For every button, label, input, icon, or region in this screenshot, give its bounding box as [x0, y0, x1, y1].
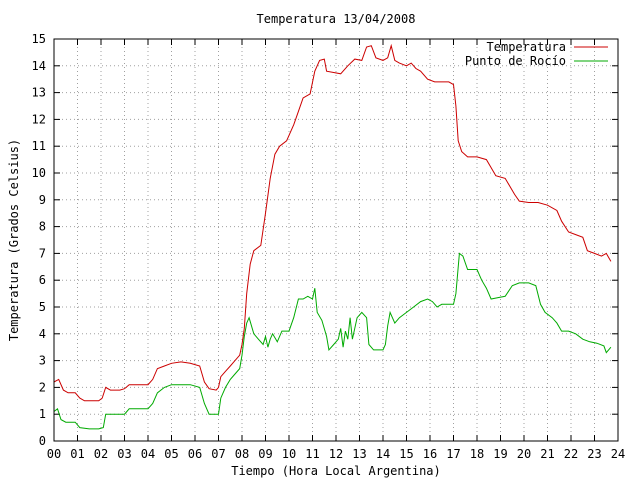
- x-tick-label: 13: [352, 447, 366, 461]
- y-tick-label: 14: [32, 59, 46, 73]
- y-tick-label: 13: [32, 86, 46, 100]
- x-tick-label: 12: [329, 447, 343, 461]
- y-tick-label: 0: [39, 434, 46, 448]
- x-tick-label: 11: [305, 447, 319, 461]
- x-tick-label: 06: [188, 447, 202, 461]
- x-tick-label: 21: [540, 447, 554, 461]
- x-tick-label: 04: [141, 447, 155, 461]
- chart-title: Temperatura 13/04/2008: [257, 12, 416, 26]
- x-tick-label: 14: [376, 447, 390, 461]
- x-tick-label: 03: [117, 447, 131, 461]
- grid-lines: [54, 39, 618, 441]
- x-tick-label: 16: [423, 447, 437, 461]
- x-tick-label: 01: [70, 447, 84, 461]
- x-tick-label: 09: [258, 447, 272, 461]
- series-line-temperatura: [53, 43, 612, 402]
- x-tick-label: 19: [493, 447, 507, 461]
- x-tick-label: 08: [235, 447, 249, 461]
- y-tick-label: 8: [39, 220, 46, 234]
- y-tick-label: 11: [32, 139, 46, 153]
- x-tick-label: 22: [564, 447, 578, 461]
- x-tick-label: 10: [282, 447, 296, 461]
- y-tick-label: 5: [39, 300, 46, 314]
- y-tick-label: 6: [39, 273, 46, 287]
- x-tick-label: 00: [47, 447, 61, 461]
- y-tick-label: 4: [39, 327, 46, 341]
- x-tick-label: 07: [211, 447, 225, 461]
- y-tick-label: 10: [32, 166, 46, 180]
- x-tick-label: 20: [517, 447, 531, 461]
- y-tick-label: 7: [39, 246, 46, 260]
- x-tick-label: 05: [164, 447, 178, 461]
- y-tick-label: 9: [39, 193, 46, 207]
- y-tick-label: 15: [32, 32, 46, 46]
- y-tick-label: 3: [39, 354, 46, 368]
- x-tick-label: 18: [470, 447, 484, 461]
- y-tick-label: 2: [39, 380, 46, 394]
- series-lines: [53, 43, 612, 430]
- legend-label: Punto de Rocío: [465, 54, 566, 68]
- x-tick-label: 23: [587, 447, 601, 461]
- legend-label: Temperatura: [487, 40, 566, 54]
- series-line-punto-de-rocio: [53, 252, 612, 430]
- x-tick-label: 15: [399, 447, 413, 461]
- x-tick-label: 17: [446, 447, 460, 461]
- y-tick-label: 12: [32, 112, 46, 126]
- x-tick-label: 24: [611, 447, 625, 461]
- axis-ticks: 00 01 02 03 04 05 06 07 08 09 10 11 12 13 14 15 16 17 18 19…: [32, 32, 626, 461]
- y-tick-label: 1: [39, 407, 46, 421]
- x-tick-label: 02: [94, 447, 108, 461]
- y-axis-label: Temperatura (Grados Celsius): [7, 139, 21, 341]
- plot-frame: [53, 38, 619, 442]
- x-axis-label: Tiempo (Hora Local Argentina): [231, 464, 441, 478]
